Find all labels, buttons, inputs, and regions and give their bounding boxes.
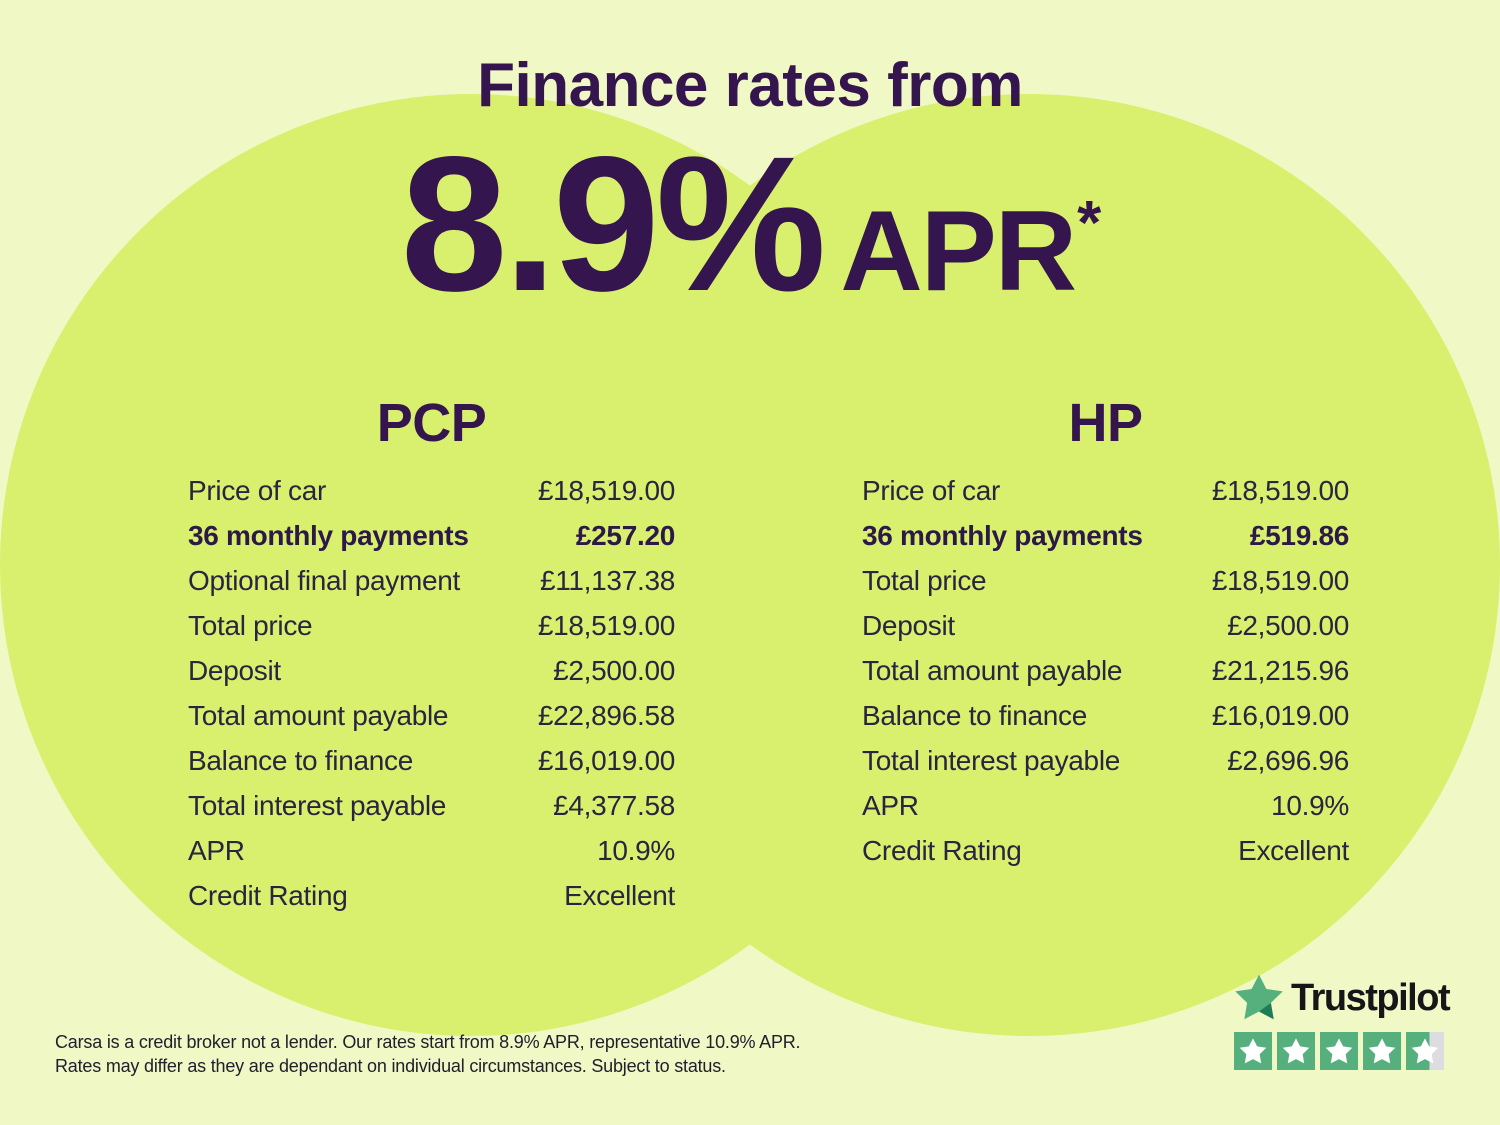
table-row: Total price £18,519.00 <box>862 558 1349 603</box>
headline-rate: 8.9% APR* <box>0 128 1500 320</box>
table-row: Price of car £18,519.00 <box>862 468 1349 513</box>
row-value: £2,696.96 <box>1227 744 1349 776</box>
row-label: Total price <box>862 564 987 596</box>
table-row: Total amount payable £21,215.96 <box>862 648 1349 693</box>
row-label: Total interest payable <box>188 789 447 821</box>
table-row: Optional final payment £11,137.38 <box>188 558 675 603</box>
page-title: Finance rates from <box>477 51 1023 120</box>
row-label: Balance to finance <box>188 744 413 776</box>
trustpilot-stars <box>1234 1032 1448 1070</box>
row-label: Total amount payable <box>862 654 1123 686</box>
table-row: APR 10.9% <box>188 828 675 873</box>
row-label: Deposit <box>862 609 955 641</box>
row-label: Credit Rating <box>862 834 1022 866</box>
rate-value: 8.9% <box>400 116 827 331</box>
disclaimer-line-2: Rates may differ as they are dependant o… <box>55 1056 726 1076</box>
row-label: Credit Rating <box>188 879 348 911</box>
row-value: £18,519.00 <box>537 609 675 641</box>
row-value: £18,519.00 <box>1211 474 1349 506</box>
row-value: £16,019.00 <box>1211 699 1349 731</box>
row-label: 36 monthly payments <box>188 519 469 551</box>
row-value: £519.86 <box>1249 519 1349 551</box>
background-circle-right <box>558 94 1500 1036</box>
table-row: Balance to finance £16,019.00 <box>862 693 1349 738</box>
rate-unit-label: APR <box>840 188 1077 315</box>
table-row: Total interest payable £2,696.96 <box>862 738 1349 783</box>
table-row: Credit Rating Excellent <box>862 828 1349 873</box>
rating-star <box>1320 1032 1358 1070</box>
row-label: Total interest payable <box>862 744 1121 776</box>
disclaimer-line-1: Carsa is a credit broker not a lender. O… <box>55 1032 801 1052</box>
hp-heading: HP <box>1068 393 1143 453</box>
row-value: Excellent <box>1238 834 1349 866</box>
row-label: Optional final payment <box>188 564 461 596</box>
table-row: Price of car £18,519.00 <box>188 468 675 513</box>
row-value: Excellent <box>564 879 675 911</box>
row-value: £18,519.00 <box>1211 564 1349 596</box>
row-label: Total price <box>188 609 313 641</box>
row-value: £16,019.00 <box>537 744 675 776</box>
row-label: Price of car <box>188 474 326 506</box>
row-label: 36 monthly payments <box>862 519 1143 551</box>
row-value: £18,519.00 <box>537 474 675 506</box>
rating-star <box>1406 1032 1444 1070</box>
rate-unit: APR* <box>840 188 1101 315</box>
row-value: 10.9% <box>597 834 675 866</box>
row-value: £22,896.58 <box>537 699 675 731</box>
row-value: £21,215.96 <box>1211 654 1349 686</box>
table-row: 36 monthly payments £257.20 <box>188 513 675 558</box>
row-value: £2,500.00 <box>553 654 675 686</box>
disclaimer: Carsa is a credit broker not a lender. O… <box>55 1030 801 1078</box>
row-label: Deposit <box>188 654 281 686</box>
row-label: Price of car <box>862 474 1000 506</box>
table-row: Total price £18,519.00 <box>188 603 675 648</box>
table-row: Credit Rating Excellent <box>188 873 675 918</box>
row-value: £11,137.38 <box>539 564 675 596</box>
row-value: 10.9% <box>1271 789 1349 821</box>
trustpilot-badge: Trustpilot <box>1234 974 1451 1070</box>
table-row: Total amount payable £22,896.58 <box>188 693 675 738</box>
table-row: Balance to finance £16,019.00 <box>188 738 675 783</box>
rating-star <box>1234 1032 1272 1070</box>
table-row: Total interest payable £4,377.58 <box>188 783 675 828</box>
trustpilot-star-icon <box>1235 974 1283 1020</box>
table-row: APR 10.9% <box>862 783 1349 828</box>
pcp-heading: PCP <box>376 393 487 453</box>
table-row: 36 monthly payments £519.86 <box>862 513 1349 558</box>
row-label: Total amount payable <box>188 699 449 731</box>
table-row: Deposit £2,500.00 <box>862 603 1349 648</box>
table-row: Deposit £2,500.00 <box>188 648 675 693</box>
row-value: £4,377.58 <box>553 789 675 821</box>
pcp-table: Price of car £18,519.00 36 monthly payment… <box>188 468 675 918</box>
asterisk: * <box>1077 189 1101 258</box>
row-value: £2,500.00 <box>1227 609 1349 641</box>
row-label: APR <box>862 789 919 821</box>
rating-star <box>1363 1032 1401 1070</box>
hp-table: Price of car £18,519.00 36 monthly payment… <box>862 468 1349 873</box>
row-label: APR <box>188 834 245 866</box>
row-label: Balance to finance <box>862 699 1087 731</box>
rating-star <box>1277 1032 1315 1070</box>
trustpilot-brand: Trustpilot <box>1291 976 1451 1019</box>
row-value: £257.20 <box>575 519 675 551</box>
trustpilot-logo: Trustpilot <box>1234 974 1451 1022</box>
